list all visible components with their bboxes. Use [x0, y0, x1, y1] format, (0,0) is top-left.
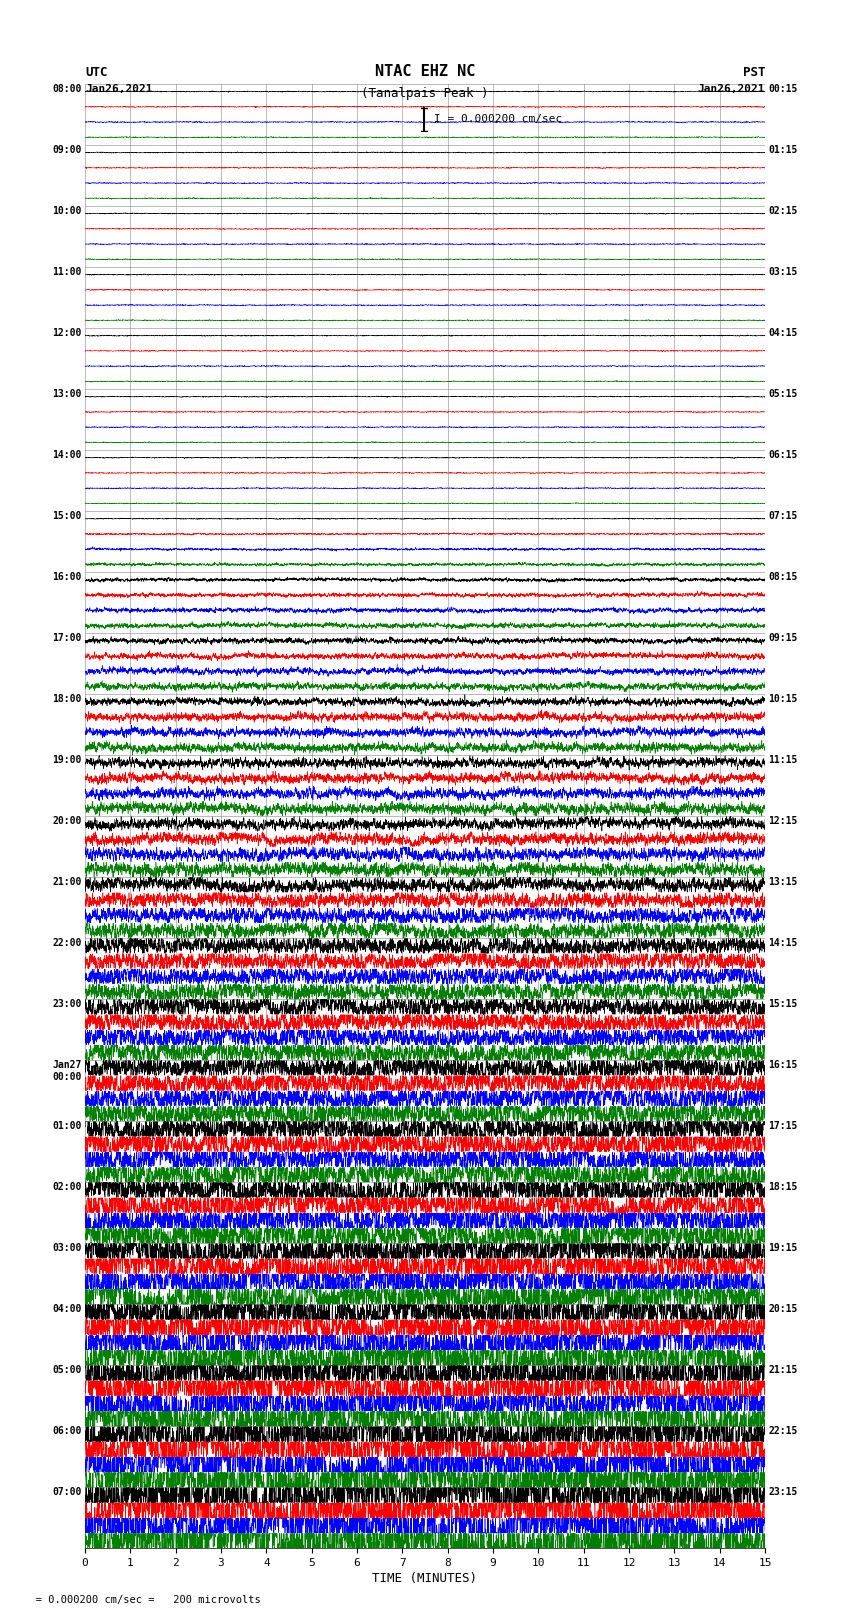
Text: 17:00: 17:00 — [52, 634, 82, 644]
Text: 15:00: 15:00 — [52, 511, 82, 521]
Text: 06:15: 06:15 — [768, 450, 798, 460]
Text: 07:00: 07:00 — [52, 1487, 82, 1497]
Text: 10:15: 10:15 — [768, 694, 798, 705]
Text: Jan26,2021: Jan26,2021 — [698, 84, 765, 94]
Text: 13:00: 13:00 — [52, 389, 82, 398]
Text: 16:00: 16:00 — [52, 573, 82, 582]
Text: = 0.000200 cm/sec =   200 microvolts: = 0.000200 cm/sec = 200 microvolts — [17, 1595, 261, 1605]
Text: 10:00: 10:00 — [52, 206, 82, 216]
Text: 05:00: 05:00 — [52, 1365, 82, 1376]
Text: 05:15: 05:15 — [768, 389, 798, 398]
Text: 22:00: 22:00 — [52, 939, 82, 948]
Text: 07:15: 07:15 — [768, 511, 798, 521]
Text: 20:15: 20:15 — [768, 1305, 798, 1315]
Text: UTC: UTC — [85, 66, 107, 79]
Text: 01:00: 01:00 — [52, 1121, 82, 1131]
Text: 21:15: 21:15 — [768, 1365, 798, 1376]
Text: 18:00: 18:00 — [52, 694, 82, 705]
X-axis label: TIME (MINUTES): TIME (MINUTES) — [372, 1573, 478, 1586]
Text: I = 0.000200 cm/sec: I = 0.000200 cm/sec — [434, 115, 562, 124]
Text: 00:15: 00:15 — [768, 84, 798, 94]
Text: 20:00: 20:00 — [52, 816, 82, 826]
Text: 08:15: 08:15 — [768, 573, 798, 582]
Text: 09:15: 09:15 — [768, 634, 798, 644]
Text: 19:00: 19:00 — [52, 755, 82, 765]
Text: Jan27
00:00: Jan27 00:00 — [52, 1060, 82, 1082]
Text: 15:15: 15:15 — [768, 1000, 798, 1010]
Text: 12:15: 12:15 — [768, 816, 798, 826]
Text: 11:00: 11:00 — [52, 266, 82, 277]
Text: 23:15: 23:15 — [768, 1487, 798, 1497]
Text: NTAC EHZ NC: NTAC EHZ NC — [375, 65, 475, 79]
Text: 19:15: 19:15 — [768, 1244, 798, 1253]
Text: 04:15: 04:15 — [768, 327, 798, 339]
Text: 16:15: 16:15 — [768, 1060, 798, 1071]
Text: 03:00: 03:00 — [52, 1244, 82, 1253]
Text: 09:00: 09:00 — [52, 145, 82, 155]
Text: 03:15: 03:15 — [768, 266, 798, 277]
Text: 11:15: 11:15 — [768, 755, 798, 765]
Text: 01:15: 01:15 — [768, 145, 798, 155]
Text: 17:15: 17:15 — [768, 1121, 798, 1131]
Text: 12:00: 12:00 — [52, 327, 82, 339]
Text: 14:00: 14:00 — [52, 450, 82, 460]
Text: 23:00: 23:00 — [52, 1000, 82, 1010]
Text: Jan26,2021: Jan26,2021 — [85, 84, 152, 94]
Text: PST: PST — [743, 66, 765, 79]
Text: (Tanalpais Peak ): (Tanalpais Peak ) — [361, 87, 489, 100]
Text: 14:15: 14:15 — [768, 939, 798, 948]
Text: 08:00: 08:00 — [52, 84, 82, 94]
Text: 21:00: 21:00 — [52, 877, 82, 887]
Text: 13:15: 13:15 — [768, 877, 798, 887]
Text: 06:00: 06:00 — [52, 1426, 82, 1437]
Text: 04:00: 04:00 — [52, 1305, 82, 1315]
Text: 22:15: 22:15 — [768, 1426, 798, 1437]
Text: 18:15: 18:15 — [768, 1182, 798, 1192]
Text: 02:15: 02:15 — [768, 206, 798, 216]
Text: 02:00: 02:00 — [52, 1182, 82, 1192]
